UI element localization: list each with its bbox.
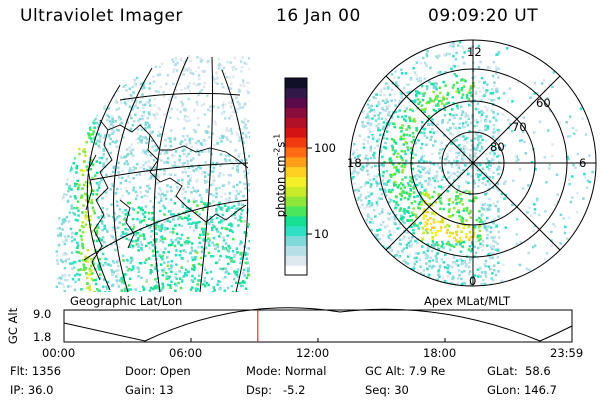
mlt-label-18: 18 bbox=[347, 156, 362, 170]
colorbar-swatch bbox=[285, 235, 307, 246]
colorbar-unit-label: photon cm-2s-1 bbox=[273, 120, 288, 230]
colorbar-ticks bbox=[307, 147, 312, 235]
colorbar-swatch bbox=[285, 137, 307, 148]
colorbar-tick-100: 100 bbox=[314, 141, 336, 155]
info-dsp: Dsp: -5.2 bbox=[246, 383, 306, 397]
colorbar-swatch bbox=[285, 107, 307, 118]
colorbar-swatch bbox=[285, 196, 307, 207]
mlat-label-80: 80 bbox=[490, 140, 505, 154]
geographic-grid bbox=[83, 56, 249, 293]
info-mode: Mode: Normal bbox=[246, 364, 327, 378]
colorbar-swatch bbox=[285, 225, 307, 237]
orbit-ytick-9: 9.0 bbox=[33, 307, 52, 321]
orbit-xtick-2359: 23:59 bbox=[550, 346, 584, 360]
orbit-xtick-0600: 06:00 bbox=[169, 346, 203, 360]
unit-s: s bbox=[273, 141, 288, 148]
colorbar bbox=[285, 78, 307, 276]
unit-photon-cm: photon cm bbox=[273, 155, 288, 218]
colorbar-swatch bbox=[285, 186, 307, 197]
orbit-plot-ticks bbox=[63, 338, 573, 342]
orbit-xtick-0000: 00:00 bbox=[42, 346, 76, 360]
orbit-ylabel-wrap: GC Alt bbox=[0, 308, 26, 344]
orbit-xtick-1800: 18:00 bbox=[423, 346, 457, 360]
colorbar-swatch bbox=[285, 176, 307, 187]
mlat-label-70: 70 bbox=[512, 120, 527, 134]
colorbar-swatch bbox=[285, 146, 307, 158]
colorbar-swatch bbox=[285, 215, 307, 227]
info-gain: Gain: 13 bbox=[125, 383, 174, 397]
info-flight: Flt: 1356 bbox=[10, 364, 62, 378]
geographic-image bbox=[55, 55, 250, 292]
colorbar-swatch bbox=[285, 127, 307, 138]
colorbar-swatch bbox=[285, 97, 307, 109]
unit-exp-cm: -2 bbox=[272, 147, 282, 156]
colorbar-swatch bbox=[285, 166, 307, 177]
colorbar-tick-10: 10 bbox=[314, 227, 329, 241]
info-door: Door: Open bbox=[125, 364, 191, 378]
mlat-label-60: 60 bbox=[536, 96, 551, 110]
info-gc-altitude: GC Alt: 7.9 Re bbox=[365, 364, 446, 378]
geographic-panel-label: Geographic Lat/Lon bbox=[70, 294, 183, 308]
mlt-label-0: 0 bbox=[469, 274, 477, 288]
info-sequence: Seq: 30 bbox=[365, 383, 409, 397]
unit-exp-s: -1 bbox=[272, 133, 282, 142]
colorbar-swatch bbox=[285, 117, 307, 128]
mlt-label-6: 6 bbox=[579, 156, 587, 170]
orbit-plot-frame bbox=[63, 309, 573, 343]
app-title: Ultraviolet Imager bbox=[20, 6, 183, 26]
coastline-outline bbox=[85, 119, 249, 281]
polar-grid bbox=[349, 39, 597, 287]
colorbar-swatch bbox=[285, 206, 307, 217]
orbit-xtick-1200: 12:00 bbox=[296, 346, 330, 360]
colorbar-swatch bbox=[285, 156, 307, 168]
polar-panel-label: Apex MLat/MLT bbox=[424, 294, 511, 308]
mlt-label-12: 12 bbox=[467, 45, 482, 59]
colorbar-swatch bbox=[285, 87, 307, 99]
orbit-ytick-1-8: 1.8 bbox=[33, 330, 52, 344]
orbit-ylabel: GC Alt bbox=[6, 307, 20, 345]
colorbar-swatch bbox=[285, 255, 307, 266]
colorbar-frame bbox=[284, 77, 308, 276]
info-glat: GLat: 58.6 bbox=[487, 364, 551, 378]
colorbar-swatch bbox=[285, 265, 307, 276]
colorbar-swatch bbox=[285, 78, 307, 89]
info-glon: GLon: 146.7 bbox=[487, 383, 557, 397]
geographic-aurora-pixels bbox=[55, 55, 250, 292]
orbit-altitude-curve bbox=[63, 307, 573, 342]
colorbar-swatch bbox=[285, 245, 307, 256]
time-label: 09:09:20 UT bbox=[428, 6, 539, 26]
info-ip: IP: 36.0 bbox=[10, 383, 54, 397]
date-label: 16 Jan 00 bbox=[276, 6, 361, 26]
